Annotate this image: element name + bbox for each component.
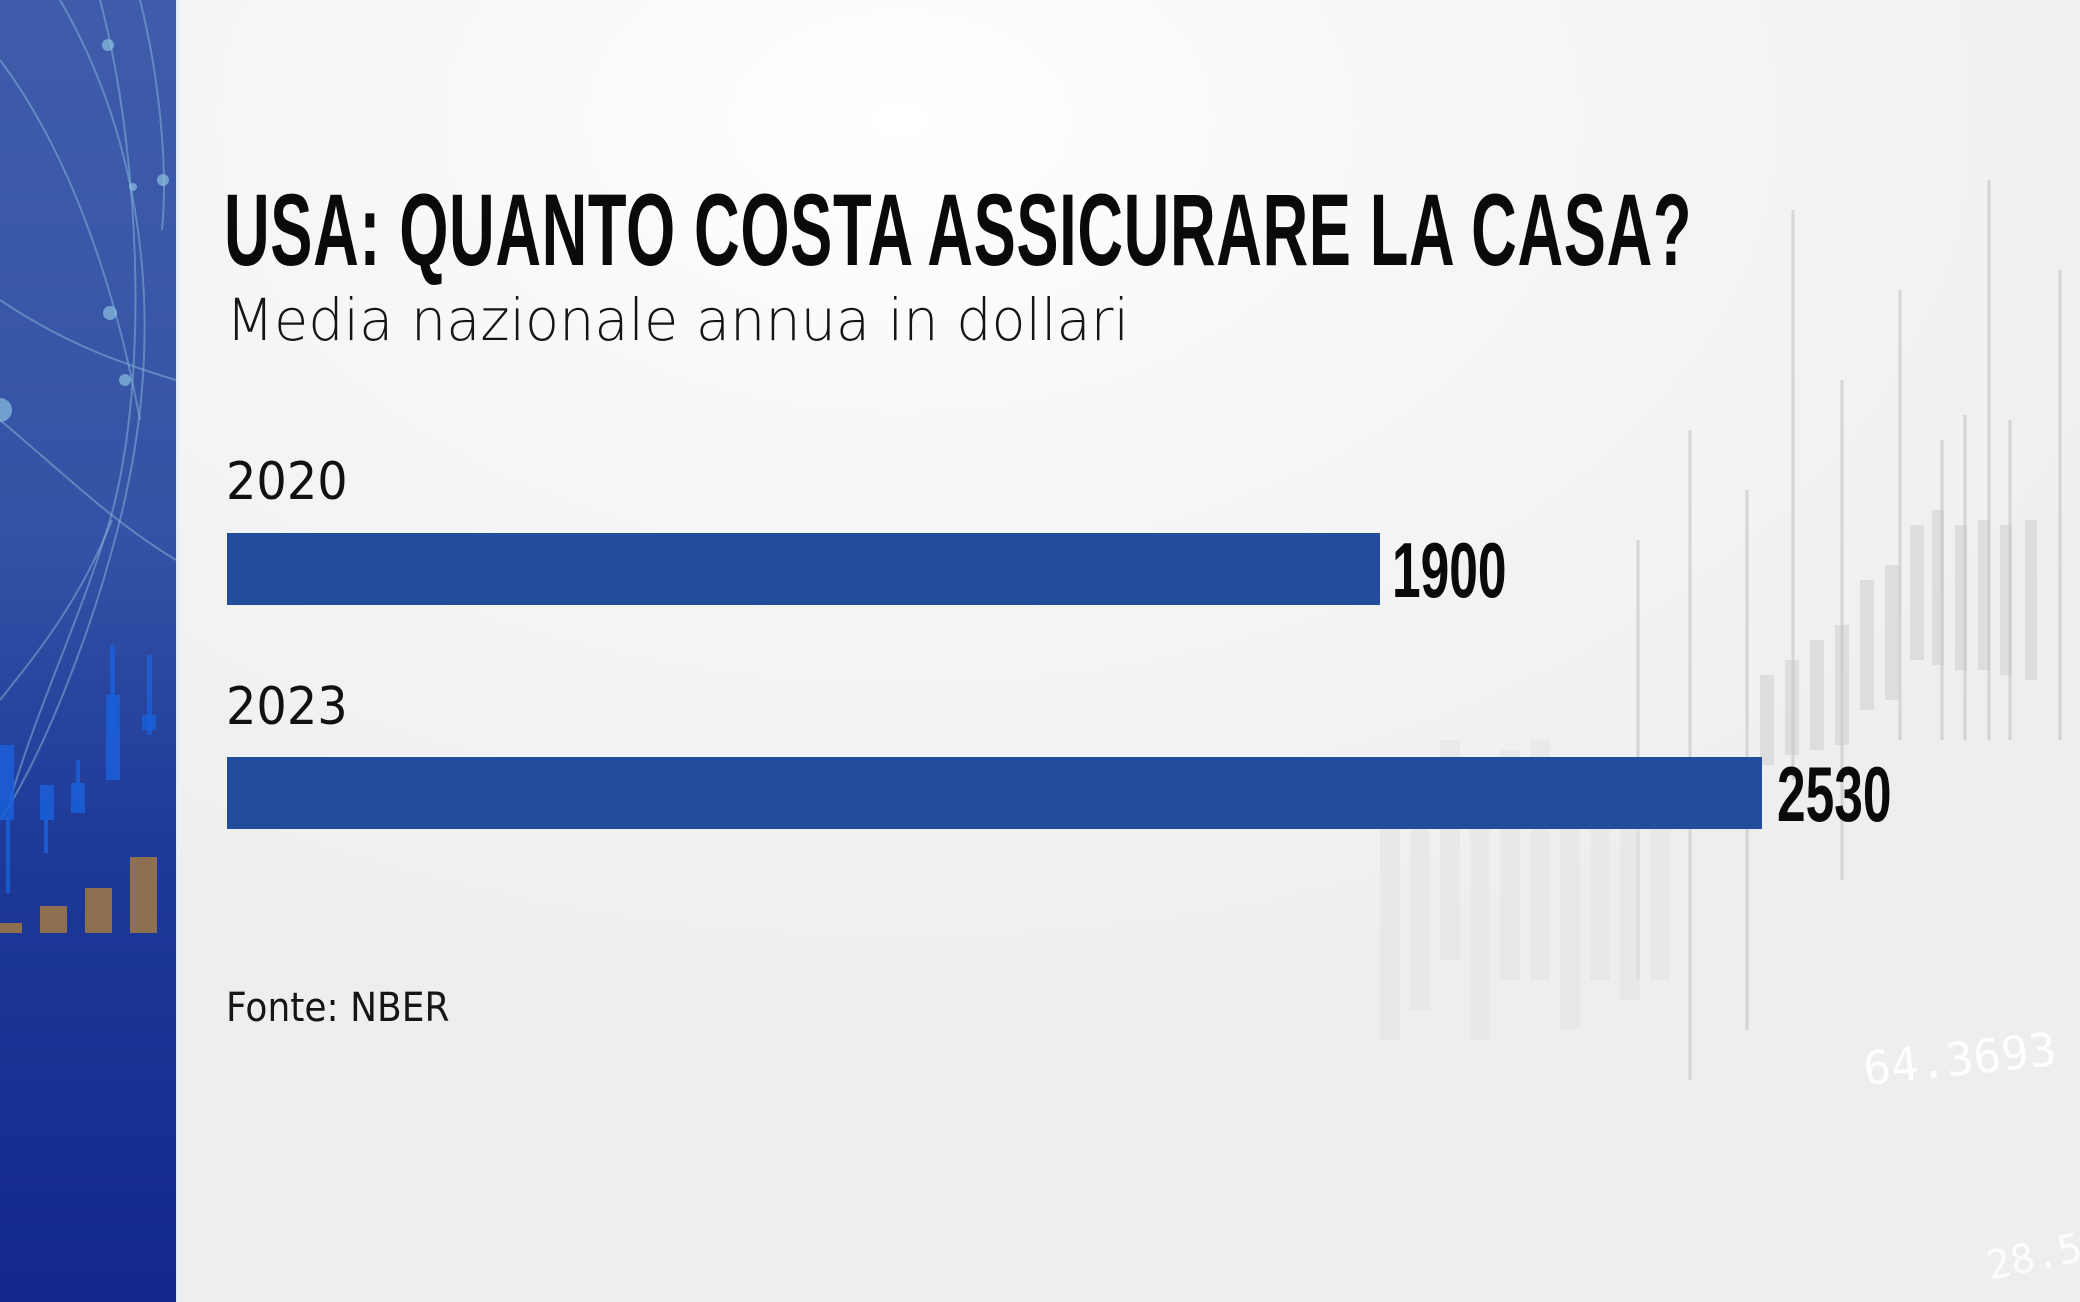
decorative-sidebar: [0, 0, 176, 1302]
svg-text:64.3693: 64.3693: [1861, 1022, 2059, 1096]
chart-subtitle: Media nazionale annua in dollari: [226, 286, 1130, 354]
candlestick-background-icon: 64.3693 28.59: [1380, 180, 2080, 1290]
sidebar-divider: [176, 0, 180, 1302]
bar-2023: [227, 757, 1762, 829]
svg-text:28.59: 28.59: [1983, 1220, 2080, 1290]
network-graphic-icon: [0, 0, 176, 933]
bar-2020: [227, 533, 1380, 605]
bar-value-2023: 2530: [1777, 750, 1892, 838]
bar-value-2020: 1900: [1392, 526, 1507, 614]
chart-title: USA: QUANTO COSTA ASSICURARE LA CASA?: [224, 173, 1693, 287]
source-note: Fonte: NBER: [226, 985, 450, 1031]
row-label-2020: 2020: [226, 452, 348, 512]
row-label-2023: 2023: [226, 677, 348, 737]
